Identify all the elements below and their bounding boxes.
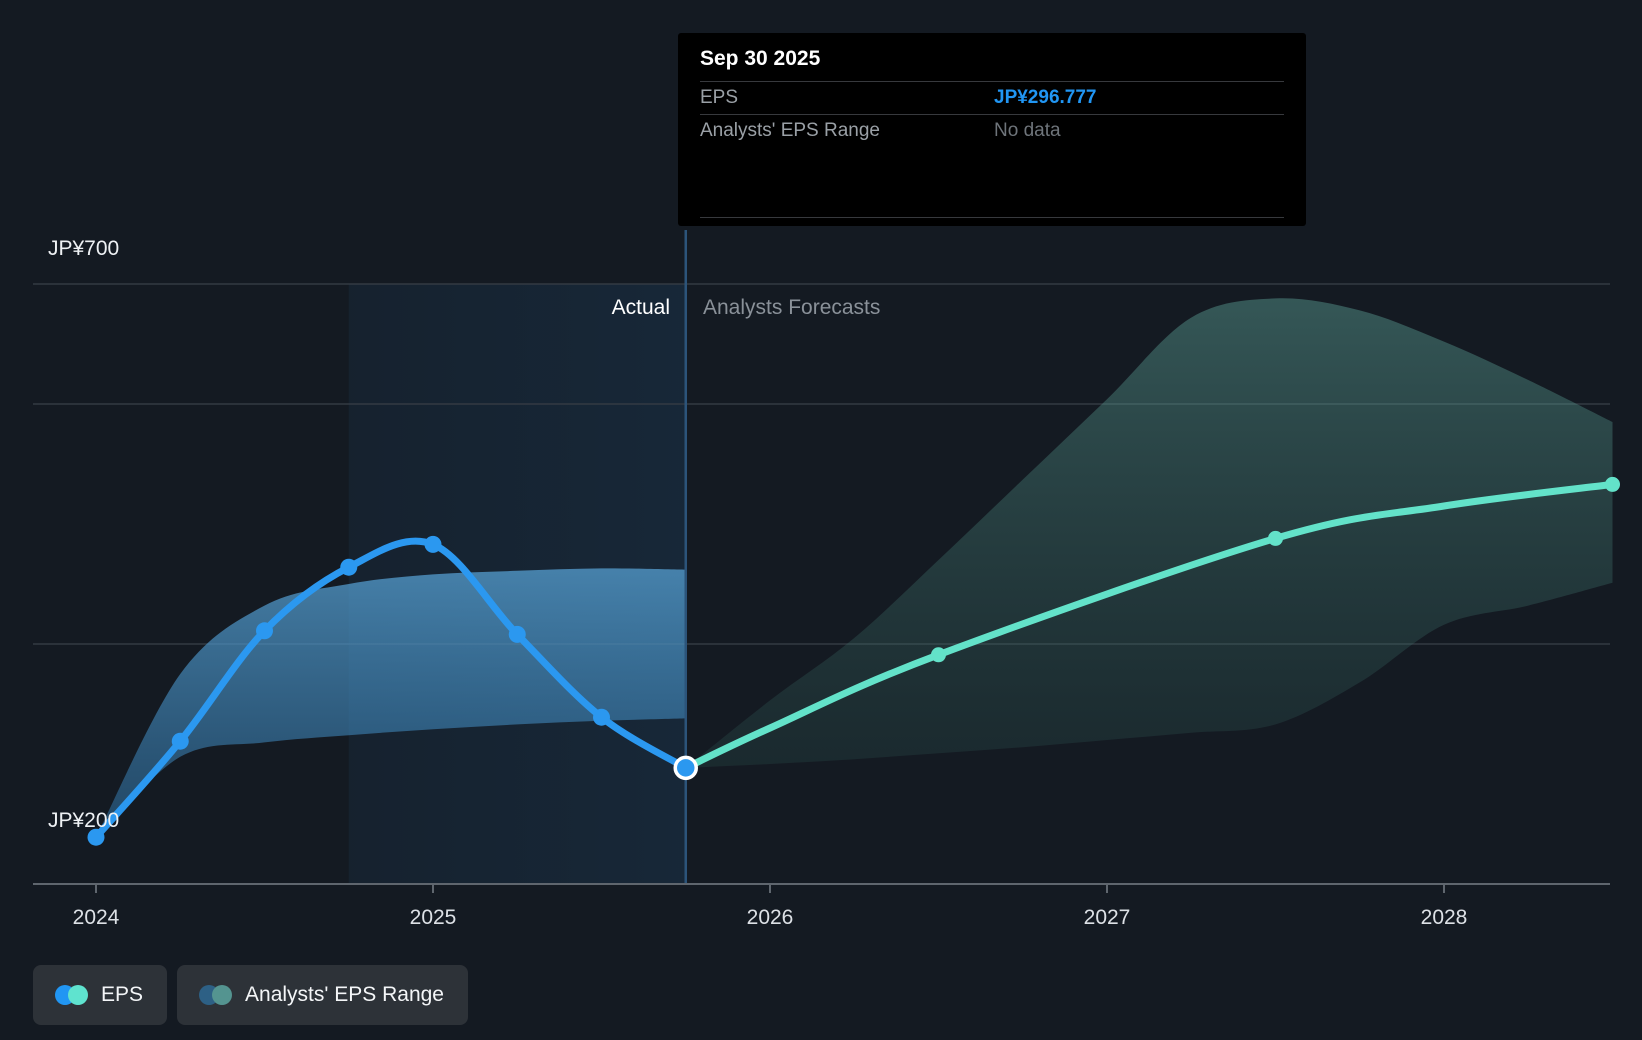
tooltip-eps-row: EPS JP¥296.777 xyxy=(700,82,1284,115)
tooltip-range-row: Analysts' EPS Range No data xyxy=(700,115,1284,147)
forecast-point[interactable] xyxy=(1268,530,1283,546)
x-axis-label-2027: 2027 xyxy=(1083,906,1131,929)
eps-legend-icon xyxy=(55,985,88,1005)
actual-label: Actual xyxy=(611,296,670,319)
forecast-line xyxy=(682,480,1616,772)
legend-range-toggle[interactable]: Analysts' EPS Range xyxy=(177,965,468,1025)
eps-point[interactable] xyxy=(508,625,526,643)
eps-point[interactable] xyxy=(424,535,442,553)
eps-point[interactable] xyxy=(256,622,273,640)
x-axis-label-2024: 2024 xyxy=(72,906,120,929)
legend: EPS Analysts' EPS Range xyxy=(33,965,468,1025)
eps-point[interactable] xyxy=(340,558,358,576)
tooltip-footer-divider xyxy=(700,217,1284,218)
tooltip-range-label: Analysts' EPS Range xyxy=(700,120,880,141)
eps-point[interactable] xyxy=(593,708,610,726)
x-axis-label-2026: 2026 xyxy=(746,906,794,929)
actual-eps-range-band xyxy=(96,568,686,838)
legend-range-label: Analysts' EPS Range xyxy=(245,983,444,1006)
eps-point[interactable] xyxy=(87,828,105,846)
tooltip-date: Sep 30 2025 xyxy=(700,33,1284,82)
tooltip-eps-value: JP¥296.777 xyxy=(994,87,1097,108)
tooltip-range-value: No data xyxy=(994,120,1061,141)
x-axis-label-2028: 2028 xyxy=(1420,906,1468,929)
tooltip: Sep 30 2025 EPS JP¥296.777 Analysts' EPS… xyxy=(678,33,1306,226)
forecast-point[interactable] xyxy=(931,647,946,663)
current-eps-point[interactable] xyxy=(673,755,698,781)
y-axis-label-top: JP¥700 xyxy=(48,237,120,260)
legend-eps-label: EPS xyxy=(101,983,144,1006)
range-legend-icon xyxy=(199,985,233,1005)
forecast-label: Analysts Forecasts xyxy=(703,296,881,319)
tooltip-eps-label: EPS xyxy=(700,87,739,108)
analysts-eps-range-band xyxy=(685,298,1613,768)
forecast-point[interactable] xyxy=(1605,476,1620,492)
eps-point[interactable] xyxy=(171,732,189,750)
y-axis-label-bottom: JP¥200 xyxy=(48,809,120,832)
x-axis-label-2025: 2025 xyxy=(409,906,457,929)
legend-eps-toggle[interactable]: EPS xyxy=(33,965,168,1025)
